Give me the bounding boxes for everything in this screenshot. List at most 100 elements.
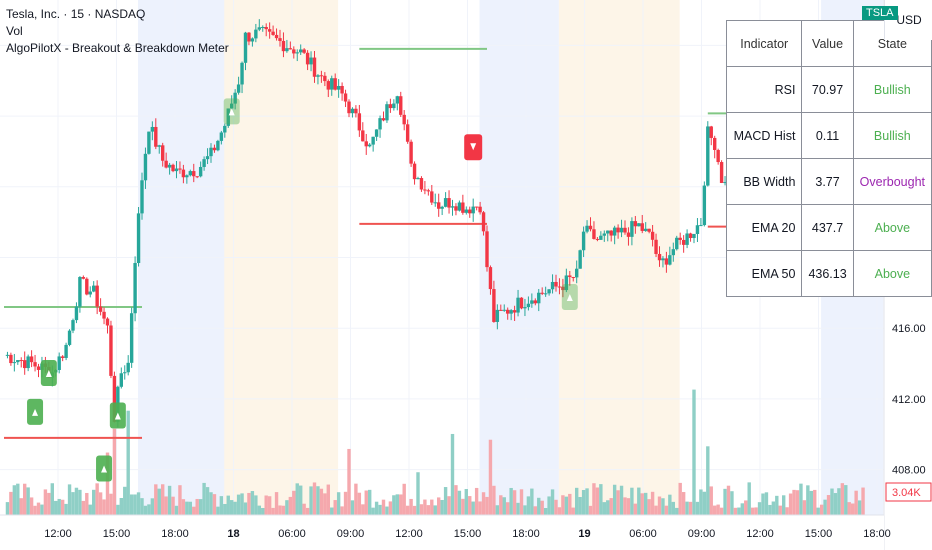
- candle-body: [540, 292, 544, 294]
- candle-body: [316, 75, 320, 77]
- candle-body: [485, 231, 489, 268]
- volume-bar: [657, 496, 662, 515]
- volume-bar: [364, 490, 368, 515]
- candle-body: [464, 209, 468, 213]
- candle-body: [557, 286, 562, 288]
- volume-bar: [33, 505, 37, 515]
- candle-body: [64, 344, 68, 358]
- volume-bar: [385, 506, 389, 515]
- candle-body: [509, 310, 513, 314]
- volume-bar: [588, 505, 593, 515]
- volume-bar: [561, 495, 565, 515]
- candle-body: [112, 375, 117, 422]
- candle-body: [630, 221, 634, 237]
- volume-bar: [374, 501, 379, 515]
- volume-bar: [409, 498, 413, 515]
- candle-body: [340, 85, 344, 94]
- volume-bar: [702, 491, 707, 515]
- volume-bar: [681, 492, 686, 515]
- candle-body: [167, 164, 172, 168]
- price-tick-label: 416.00: [892, 323, 926, 335]
- candle-body: [488, 267, 493, 290]
- volume-bar: [550, 489, 555, 515]
- buy-arrow-icon: [32, 408, 39, 416]
- candle-body: [519, 297, 524, 309]
- volume-bar: [599, 484, 603, 515]
- volume-bar: [181, 499, 186, 515]
- indicator-name: EMA 20: [725, 204, 803, 251]
- volume-bar: [405, 505, 410, 515]
- volume-bar: [109, 493, 113, 515]
- symbol-title[interactable]: Tesla, Inc. · 15 · NASDAQ: [6, 7, 146, 21]
- table-row: MACD Hist 0.11 Bullish: [725, 112, 932, 159]
- candle-body: [336, 85, 341, 90]
- volume-bar: [167, 485, 172, 515]
- candle-body: [723, 182, 727, 184]
- candle-body: [374, 129, 379, 137]
- volume-bar: [530, 488, 534, 515]
- volume-bar: [606, 500, 610, 515]
- header-indicator: Indicator: [725, 20, 803, 67]
- volume-bar: [668, 494, 672, 515]
- volume-bar: [95, 483, 99, 515]
- volume-bar: [295, 483, 299, 515]
- volume-bar: [378, 504, 382, 515]
- candle-body: [392, 103, 396, 109]
- candle-body: [147, 131, 151, 154]
- candle-body: [644, 228, 648, 231]
- indicator-name: MACD Hist: [725, 112, 803, 159]
- volume-bar: [716, 504, 720, 515]
- buy-arrow-icon: [566, 294, 573, 302]
- volume-indicator-label[interactable]: Vol: [6, 24, 23, 38]
- candle-body: [702, 185, 707, 226]
- currency-button[interactable]: USD: [884, 0, 932, 40]
- volume-bar: [88, 504, 92, 515]
- indicator-state: Bullish: [852, 66, 932, 113]
- candle-body: [161, 145, 165, 161]
- candle-body: [123, 372, 127, 374]
- candle-body: [419, 178, 424, 190]
- candle-body: [323, 75, 327, 82]
- table-row: RSI 70.97 Bullish: [725, 66, 932, 113]
- candle-body: [85, 278, 89, 295]
- table-row: BB Width 3.77 Overbought: [725, 158, 932, 205]
- volume-bar: [147, 504, 151, 515]
- volume-bar: [692, 389, 696, 515]
- indicator-value: 436.13: [801, 250, 854, 297]
- volume-bar: [143, 505, 148, 515]
- candle-body: [695, 225, 700, 234]
- candle-body: [457, 202, 462, 211]
- volume-bar: [98, 492, 103, 515]
- candle-body: [516, 297, 520, 313]
- candle-body: [171, 164, 175, 172]
- candle-body: [230, 103, 234, 109]
- volume-bar: [650, 491, 655, 515]
- candle-body: [688, 233, 693, 239]
- candle-body: [119, 373, 123, 387]
- candle-body: [309, 57, 313, 65]
- volume-bar: [768, 504, 772, 515]
- volume-bar: [85, 492, 89, 515]
- volume-bar: [209, 492, 213, 515]
- buy-arrow-icon: [114, 412, 121, 420]
- volume-bar: [647, 499, 651, 515]
- candle-body: [136, 213, 141, 264]
- candle-body: [675, 237, 679, 250]
- volume-bar: [519, 489, 524, 515]
- volume-bar: [778, 505, 782, 515]
- volume-bar: [761, 493, 765, 515]
- volume-bar: [733, 507, 738, 515]
- sell-arrow-icon: [470, 143, 477, 151]
- candle-body: [512, 310, 517, 313]
- volume-bar: [626, 498, 631, 515]
- candle-body: [533, 300, 537, 304]
- header-value: Value: [801, 20, 854, 67]
- volume-bar: [474, 487, 479, 515]
- volume-bar: [595, 487, 600, 515]
- strategy-indicator-label[interactable]: AlgoPilotX - Breakout & Breakdown Meter: [6, 41, 229, 55]
- volume-bar: [292, 490, 296, 515]
- volume-bar: [457, 490, 462, 515]
- candle-body: [685, 233, 689, 245]
- volume-bar: [216, 506, 220, 515]
- volume-bar: [423, 499, 427, 515]
